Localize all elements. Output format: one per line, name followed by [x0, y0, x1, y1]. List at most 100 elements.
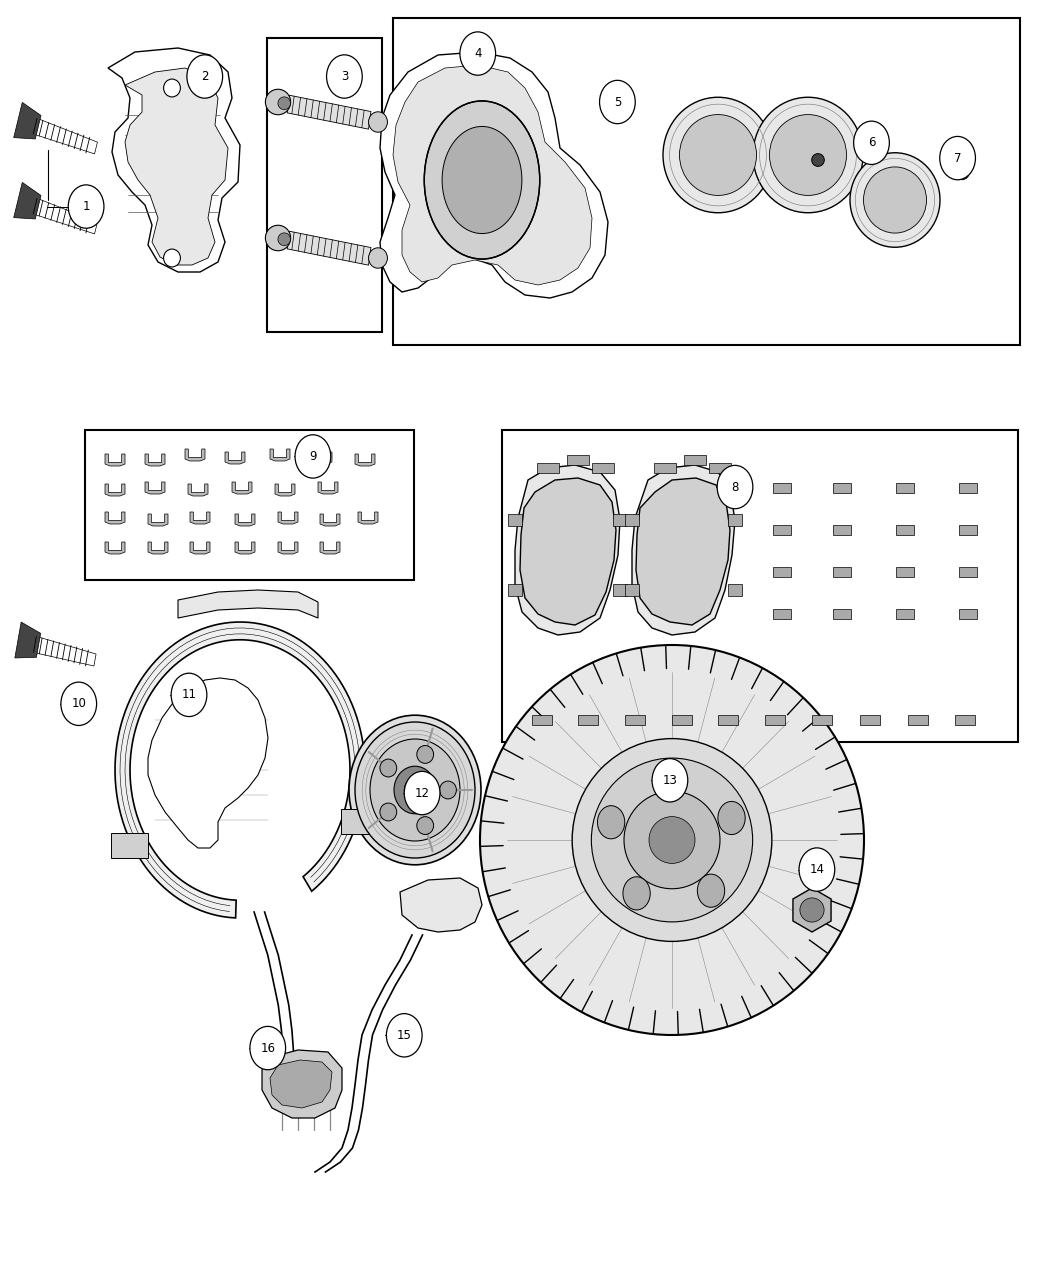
Polygon shape [502, 430, 1018, 742]
Polygon shape [278, 542, 298, 555]
Circle shape [187, 55, 223, 98]
Polygon shape [232, 482, 252, 493]
Polygon shape [959, 525, 977, 536]
Ellipse shape [679, 115, 756, 195]
Ellipse shape [442, 126, 522, 233]
Circle shape [940, 136, 975, 180]
Polygon shape [672, 715, 692, 725]
Polygon shape [812, 715, 832, 725]
Ellipse shape [369, 247, 387, 268]
Polygon shape [520, 478, 616, 625]
Polygon shape [190, 542, 210, 555]
Polygon shape [148, 678, 268, 848]
Circle shape [717, 465, 753, 509]
Ellipse shape [954, 164, 969, 180]
Circle shape [295, 435, 331, 478]
Circle shape [327, 55, 362, 98]
Text: 3: 3 [340, 70, 349, 83]
Polygon shape [15, 622, 41, 658]
Polygon shape [773, 609, 791, 618]
Polygon shape [728, 514, 742, 527]
Text: 6: 6 [867, 136, 876, 149]
Circle shape [61, 682, 97, 725]
Polygon shape [105, 513, 125, 524]
Text: 2: 2 [201, 70, 209, 83]
Polygon shape [355, 454, 375, 465]
Ellipse shape [380, 803, 397, 821]
Polygon shape [729, 584, 741, 597]
Polygon shape [709, 463, 731, 473]
Polygon shape [625, 715, 645, 725]
Circle shape [652, 759, 688, 802]
Ellipse shape [266, 226, 291, 251]
Text: 7: 7 [953, 152, 962, 164]
Polygon shape [125, 68, 228, 265]
Polygon shape [312, 453, 332, 464]
Polygon shape [262, 1051, 342, 1118]
Polygon shape [190, 513, 210, 524]
Polygon shape [654, 463, 676, 473]
Polygon shape [613, 584, 627, 597]
Polygon shape [108, 48, 240, 272]
Polygon shape [275, 484, 295, 496]
Polygon shape [833, 483, 851, 493]
Ellipse shape [863, 167, 926, 233]
Ellipse shape [572, 738, 772, 941]
Polygon shape [145, 482, 165, 493]
Polygon shape [287, 96, 371, 129]
Polygon shape [833, 567, 851, 578]
Polygon shape [35, 636, 96, 666]
Ellipse shape [349, 715, 481, 864]
Polygon shape [896, 483, 914, 493]
Text: 4: 4 [474, 47, 482, 60]
Circle shape [386, 1014, 422, 1057]
Polygon shape [896, 609, 914, 618]
Ellipse shape [623, 877, 650, 910]
Polygon shape [320, 514, 340, 527]
Text: 5: 5 [613, 96, 622, 108]
Ellipse shape [812, 153, 824, 166]
Ellipse shape [278, 233, 291, 246]
Polygon shape [632, 465, 735, 635]
Text: 16: 16 [260, 1042, 275, 1054]
Ellipse shape [380, 759, 397, 776]
Text: 15: 15 [397, 1029, 412, 1042]
Polygon shape [773, 525, 791, 536]
Circle shape [68, 185, 104, 228]
Polygon shape [145, 454, 165, 465]
Ellipse shape [718, 802, 746, 835]
Polygon shape [508, 584, 522, 597]
Polygon shape [514, 465, 620, 635]
Polygon shape [188, 484, 208, 496]
Ellipse shape [663, 97, 773, 213]
Text: 11: 11 [182, 688, 196, 701]
Polygon shape [267, 38, 382, 332]
Ellipse shape [440, 782, 457, 799]
Polygon shape [393, 18, 1020, 346]
Ellipse shape [164, 249, 181, 266]
Polygon shape [537, 463, 559, 473]
Polygon shape [860, 715, 880, 725]
Circle shape [799, 848, 835, 891]
Text: 1: 1 [82, 200, 90, 213]
Polygon shape [612, 514, 628, 527]
Polygon shape [636, 478, 730, 625]
Polygon shape [626, 584, 638, 597]
Ellipse shape [649, 816, 695, 863]
Polygon shape [14, 182, 41, 219]
Polygon shape [592, 463, 614, 473]
Circle shape [404, 771, 440, 815]
Ellipse shape [656, 759, 684, 792]
Ellipse shape [850, 153, 940, 247]
Polygon shape [959, 483, 977, 493]
Polygon shape [773, 567, 791, 578]
Ellipse shape [278, 97, 291, 110]
Polygon shape [956, 715, 975, 725]
Polygon shape [400, 878, 482, 932]
Polygon shape [185, 449, 205, 462]
Ellipse shape [417, 817, 434, 835]
Polygon shape [380, 52, 608, 298]
Polygon shape [85, 430, 414, 580]
Polygon shape [148, 514, 168, 527]
Polygon shape [358, 513, 378, 524]
